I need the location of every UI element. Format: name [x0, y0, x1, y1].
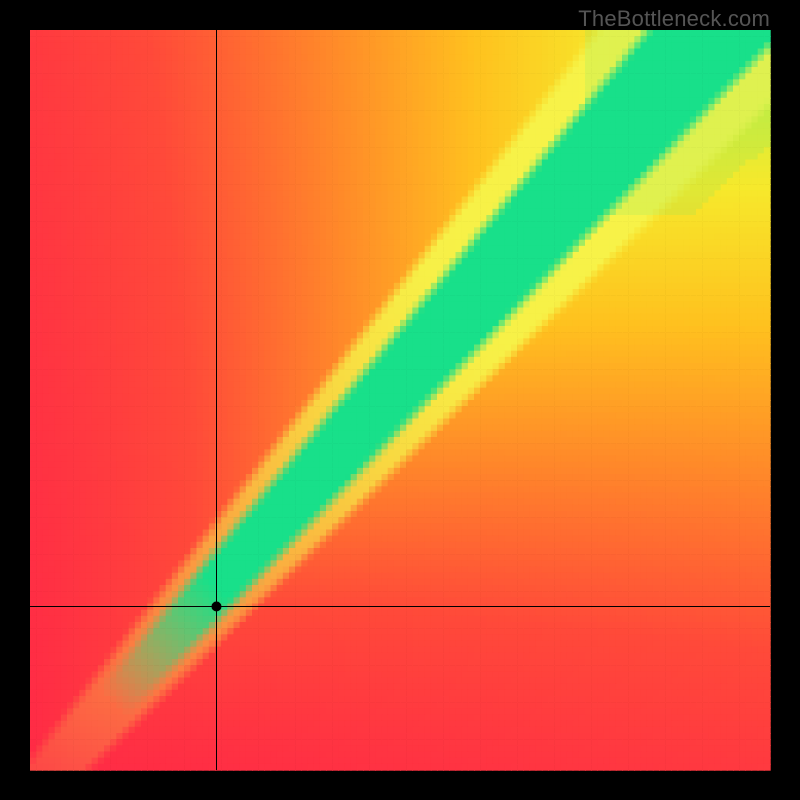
watermark-text: TheBottleneck.com [578, 6, 770, 32]
bottleneck-heatmap [0, 0, 800, 800]
